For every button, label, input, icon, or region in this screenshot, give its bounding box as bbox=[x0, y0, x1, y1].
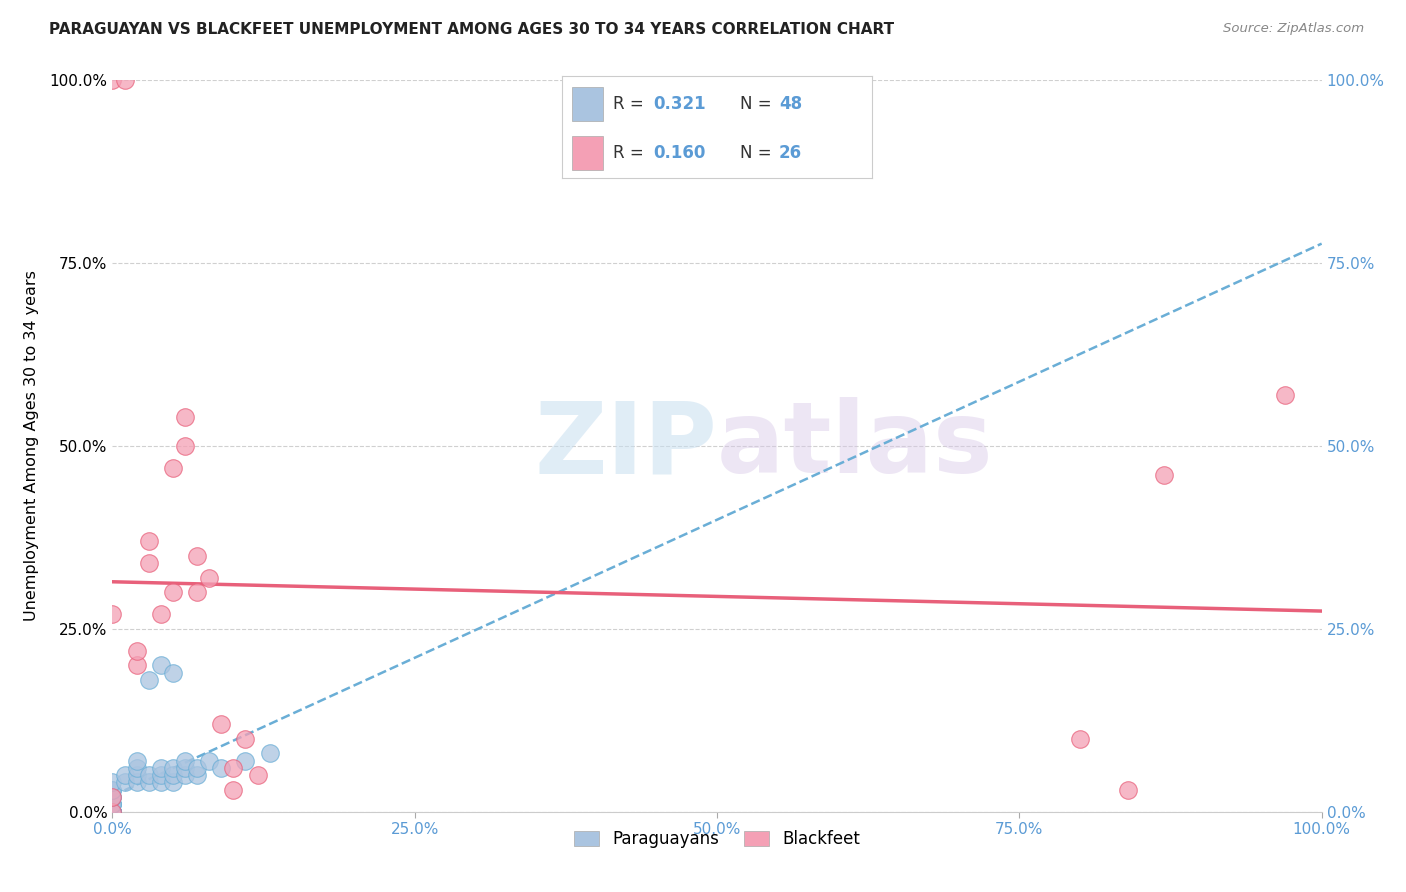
Point bbox=[174, 761, 197, 775]
Text: N =: N = bbox=[741, 145, 778, 162]
Point bbox=[209, 761, 232, 775]
Point bbox=[125, 754, 148, 768]
Point bbox=[101, 790, 124, 805]
Text: R =: R = bbox=[613, 95, 650, 113]
Point bbox=[149, 607, 172, 622]
Point bbox=[114, 775, 136, 789]
Point bbox=[186, 761, 208, 775]
Point bbox=[222, 761, 245, 775]
Point bbox=[186, 585, 208, 599]
Point bbox=[125, 644, 148, 658]
Point bbox=[125, 658, 148, 673]
Point bbox=[1069, 731, 1091, 746]
Point bbox=[149, 761, 172, 775]
Point bbox=[114, 73, 136, 87]
Point bbox=[235, 731, 257, 746]
Y-axis label: Unemployment Among Ages 30 to 34 years: Unemployment Among Ages 30 to 34 years bbox=[24, 270, 38, 622]
Point bbox=[162, 775, 184, 789]
Text: 48: 48 bbox=[779, 95, 801, 113]
Text: Source: ZipAtlas.com: Source: ZipAtlas.com bbox=[1223, 22, 1364, 36]
Point bbox=[101, 805, 124, 819]
Text: 0.160: 0.160 bbox=[654, 145, 706, 162]
Point bbox=[174, 754, 197, 768]
Point bbox=[101, 805, 124, 819]
Point bbox=[101, 805, 124, 819]
Legend: Paraguayans, Blackfeet: Paraguayans, Blackfeet bbox=[567, 823, 868, 855]
Point bbox=[162, 665, 184, 680]
Point bbox=[101, 805, 124, 819]
Point bbox=[149, 768, 172, 782]
Point bbox=[114, 768, 136, 782]
Point bbox=[101, 607, 124, 622]
Text: R =: R = bbox=[613, 145, 650, 162]
Point bbox=[162, 585, 184, 599]
Point bbox=[101, 797, 124, 812]
Point bbox=[101, 805, 124, 819]
Point bbox=[125, 775, 148, 789]
Point bbox=[101, 805, 124, 819]
Point bbox=[198, 754, 221, 768]
Point bbox=[101, 797, 124, 812]
Text: atlas: atlas bbox=[717, 398, 994, 494]
Point bbox=[209, 717, 232, 731]
Point bbox=[162, 461, 184, 475]
Point bbox=[101, 782, 124, 797]
Point bbox=[162, 761, 184, 775]
Point bbox=[101, 805, 124, 819]
Point bbox=[138, 673, 160, 687]
Point bbox=[222, 782, 245, 797]
Point bbox=[162, 768, 184, 782]
Point bbox=[101, 805, 124, 819]
Point bbox=[198, 571, 221, 585]
Point bbox=[101, 805, 124, 819]
Point bbox=[101, 790, 124, 805]
Point bbox=[174, 768, 197, 782]
Point bbox=[235, 754, 257, 768]
Point bbox=[101, 790, 124, 805]
Point bbox=[101, 805, 124, 819]
Text: ZIP: ZIP bbox=[534, 398, 717, 494]
Point bbox=[101, 805, 124, 819]
Point bbox=[125, 761, 148, 775]
Point bbox=[138, 534, 160, 549]
Point bbox=[101, 797, 124, 812]
Point bbox=[174, 409, 197, 424]
Point bbox=[101, 775, 124, 789]
Point bbox=[149, 658, 172, 673]
Point bbox=[149, 775, 172, 789]
Point bbox=[101, 805, 124, 819]
FancyBboxPatch shape bbox=[572, 136, 603, 170]
Point bbox=[186, 549, 208, 563]
Point bbox=[138, 768, 160, 782]
Point bbox=[186, 768, 208, 782]
Point bbox=[101, 73, 124, 87]
Point bbox=[101, 782, 124, 797]
Point bbox=[246, 768, 269, 782]
Point bbox=[1116, 782, 1139, 797]
Point bbox=[1274, 388, 1296, 402]
Point bbox=[101, 805, 124, 819]
Text: 26: 26 bbox=[779, 145, 801, 162]
Text: 0.321: 0.321 bbox=[654, 95, 706, 113]
Text: N =: N = bbox=[741, 95, 778, 113]
Point bbox=[138, 556, 160, 570]
Point bbox=[1153, 468, 1175, 483]
Point bbox=[101, 805, 124, 819]
Point bbox=[138, 775, 160, 789]
Point bbox=[125, 768, 148, 782]
Point bbox=[259, 746, 281, 760]
Point bbox=[101, 805, 124, 819]
Point bbox=[174, 439, 197, 453]
Text: PARAGUAYAN VS BLACKFEET UNEMPLOYMENT AMONG AGES 30 TO 34 YEARS CORRELATION CHART: PARAGUAYAN VS BLACKFEET UNEMPLOYMENT AMO… bbox=[49, 22, 894, 37]
FancyBboxPatch shape bbox=[572, 87, 603, 121]
